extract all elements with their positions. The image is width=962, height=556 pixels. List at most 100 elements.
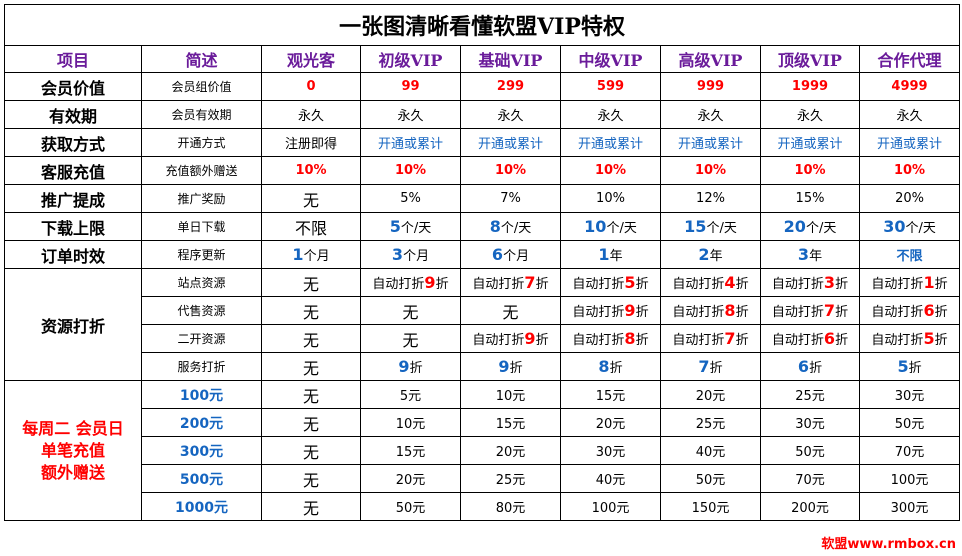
value-cell: 永久 [560,100,661,129]
value-cell: 25元 [760,380,860,409]
discount-row: 服务打折无 9折 9折 8折 7折 6折 5折 [5,352,961,381]
value-cell: 150元 [660,492,761,521]
value-prefix: 自动打折 [871,333,924,348]
value-unit: 个/天 [500,221,532,236]
value-unit: 折 [509,361,523,376]
value-number: 6 [823,329,836,348]
value-number: 3 [391,245,404,264]
value-number: 8 [724,301,736,320]
value-number: 6 [923,301,935,320]
row-description: 二开资源 [141,324,262,353]
row-description: 开通方式 [141,128,262,157]
promo-amount: 100元 [141,380,262,409]
row-description: 服务打折 [141,352,262,381]
value-cell: 20元 [460,436,561,465]
value-cell: 0 [261,72,361,101]
value-number: 10 [584,217,607,236]
value-cell: 自动打折7折 [760,296,860,325]
value-cell: 开通或累计 [760,128,860,157]
value-cell: 永久 [760,100,860,129]
promo-label-line: 额外赠送 [40,462,105,482]
value-cell: 70元 [760,464,860,493]
value-unit: 个/天 [905,221,936,236]
discount-row: 二开资源无无自动打折9折 自动打折8折 自动打折7折 自动打折6折 自动打折5折 [5,324,961,353]
value-unit: 折 [934,305,948,320]
value-cell: 开通或累计 [360,128,461,157]
value-cell: 15% [760,184,860,213]
value-number: 9 [424,273,436,292]
value-cell: 300元 [858,492,961,521]
column-header: 顶级VIP [760,45,860,73]
row-description: 会员有效期 [141,100,262,129]
value-number: 5 [897,357,909,376]
value-number: 9 [524,329,536,348]
value-cell: 永久 [360,100,461,129]
value-cell: 10% [560,156,661,185]
value-cell: 15元 [360,436,461,465]
value-cell: 50元 [360,492,461,521]
column-header: 初级VIP [360,45,461,73]
value-cell: 自动打折3折 [760,268,860,297]
row-label: 推广提成 [4,184,142,213]
promo-amount: 200元 [141,408,262,437]
value-number: 15 [684,217,707,236]
value-number: 1 [292,245,304,264]
value-unit: 折 [908,361,922,376]
value-unit: 折 [535,277,549,292]
value-cell: 无 [261,268,361,297]
value-cell: 6折 [760,352,860,381]
value-cell: 50元 [660,464,761,493]
value-cell: 10% [560,184,661,213]
value-cell: 7折 [660,352,761,381]
value-unit: 个/天 [606,221,637,236]
value-number: 8 [598,357,610,376]
value-cell: 15个/天 [660,212,761,241]
value-prefix: 自动打折 [572,333,625,348]
value-number: 30 [883,217,906,236]
value-cell: 50元 [760,436,860,465]
table-row: 客服充值 充值额外赠送 10% 10% 10% 10% 10% 10% 10% [4,156,961,185]
value-cell: 25元 [460,464,561,493]
row-description: 会员组价值 [141,72,262,101]
value-cell: 15元 [560,380,661,409]
row-description: 推广奖励 [141,184,262,213]
promo-amount: 1000元 [141,492,262,521]
value-cell: 自动打折1折 [858,268,961,297]
value-cell: 5个/天 [360,212,461,241]
value-prefix: 自动打折 [372,277,425,292]
value-number: 8 [624,329,636,348]
row-description: 站点资源 [141,268,262,297]
row-label: 会员价值 [4,72,142,101]
column-header: 观光客 [261,45,361,73]
promo-label-line: 每周二 会员日 [22,418,124,438]
value-prefix: 自动打折 [771,277,824,292]
value-cell: 无 [261,380,361,409]
value-cell: 299 [460,72,561,101]
header-row: 项目 简述 观光客 初级VIP 基础VIP 中级VIP 高级VIP 顶级VIP 合作代理 [4,45,961,73]
value-cell: 8折 [560,352,661,381]
value-number: 5 [624,273,636,292]
row-description: 充值额外赠送 [141,156,262,185]
value-cell: 无 [261,464,361,493]
value-cell: 自动打折4折 [660,268,761,297]
value-unit: 年 [709,249,723,264]
value-cell: 无 [460,296,561,325]
value-prefix: 自动打折 [572,277,625,292]
value-cell: 5% [360,184,461,213]
value-cell: 无 [261,492,361,521]
value-cell: 100元 [858,464,961,493]
vip-privilege-table: 一张图清晰看懂软盟VIP特权 项目 简述 观光客 初级VIP 基础VIP 中级VIP 高级VI… [3,4,961,521]
value-prefix: 自动打折 [472,333,525,348]
column-header: 项目 [4,45,142,73]
value-cell: 9折 [360,352,461,381]
value-cell: 20% [858,184,961,213]
value-cell: 10% [660,156,761,185]
value-cell: 开通或累计 [560,128,661,157]
value-cell: 注册即得 [261,128,361,157]
promo-label-line: 单笔充值 [40,440,105,460]
row-label: 下载上限 [4,212,142,241]
row-label: 有效期 [4,100,142,129]
discount-label: 资源打折 [4,268,142,381]
value-number: 3 [797,245,810,264]
value-unit: 折 [435,277,449,292]
